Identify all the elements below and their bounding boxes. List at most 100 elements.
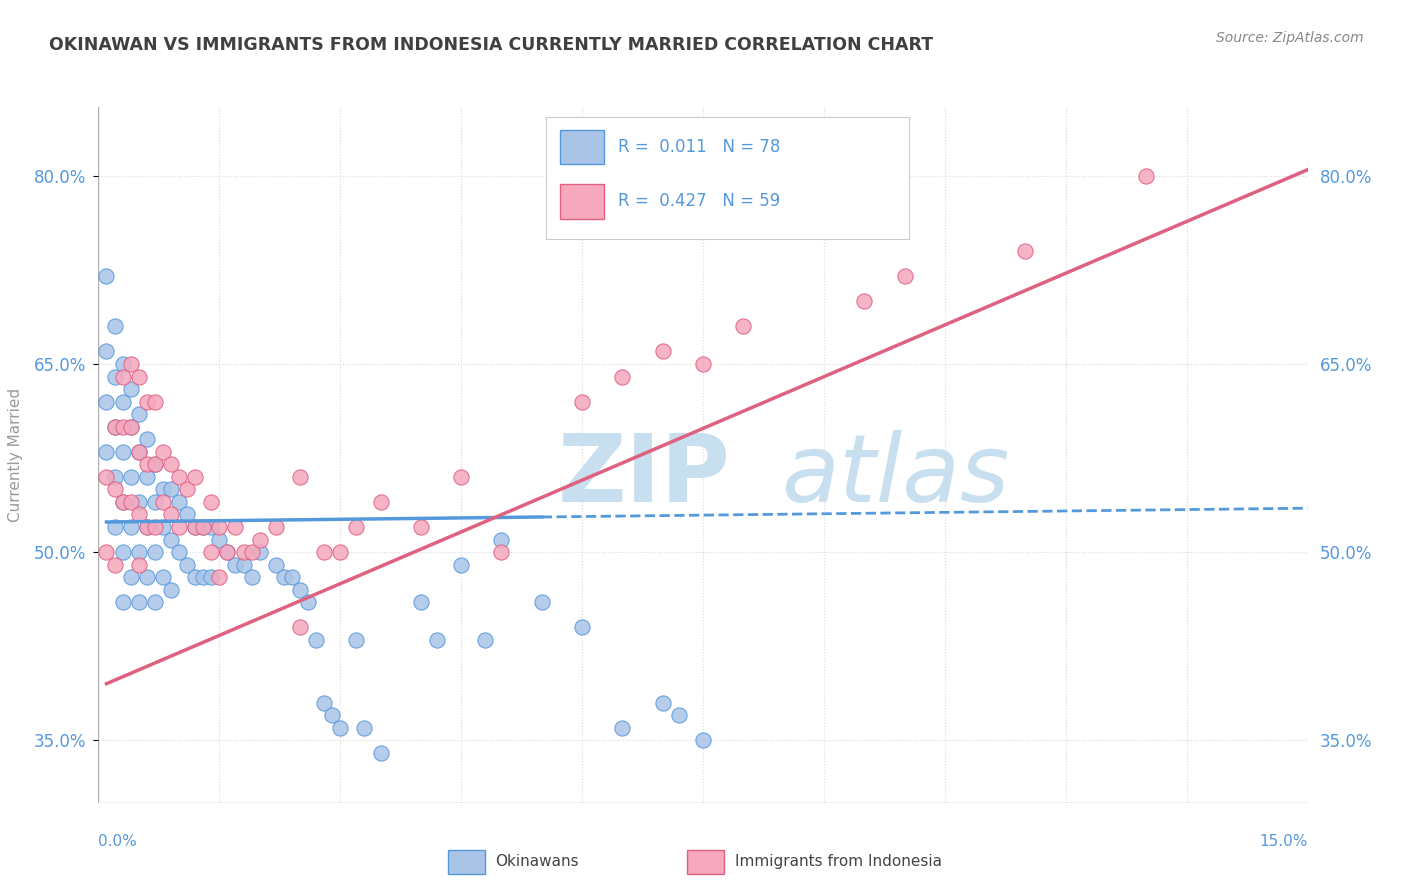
Point (249, 533, 271, 547)
Point (193, 570, 215, 584)
Point (450, 470, 472, 484)
Point (96, 444, 118, 458)
Point (152, 495, 174, 509)
Point (135, 458, 157, 472)
Point (111, 369, 134, 384)
Point (733, 319, 755, 334)
Point (208, 520, 231, 534)
Point (120, 470, 142, 484)
Point (111, 419, 134, 434)
Point (111, 444, 134, 458)
Point (152, 570, 174, 584)
Point (491, 545, 513, 559)
Point (103, 483, 125, 497)
Point (128, 545, 150, 559)
Point (232, 558, 254, 572)
Point (409, 595, 432, 609)
Point (143, 458, 166, 472)
Point (530, 595, 553, 609)
Point (893, 269, 915, 284)
Point (103, 520, 125, 534)
Point (193, 520, 215, 534)
Point (249, 545, 271, 559)
Point (200, 495, 222, 509)
Point (314, 696, 336, 710)
Point (135, 470, 157, 484)
Point (184, 570, 207, 584)
Text: atlas: atlas (782, 430, 1010, 521)
Point (128, 444, 150, 458)
Text: 0.0%: 0.0% (98, 834, 138, 849)
Point (120, 419, 142, 434)
Point (329, 721, 352, 735)
Y-axis label: Currently Married: Currently Married (8, 388, 22, 522)
Point (128, 407, 150, 421)
Point (612, 721, 634, 735)
Point (370, 495, 392, 509)
Point (353, 721, 375, 735)
Point (193, 520, 215, 534)
Point (184, 520, 207, 534)
Point (240, 570, 263, 584)
Point (103, 419, 125, 434)
Point (103, 369, 125, 384)
Point (135, 570, 157, 584)
Point (135, 520, 157, 534)
Point (111, 595, 134, 609)
Point (305, 632, 328, 647)
Point (651, 344, 673, 359)
Point (160, 533, 183, 547)
Point (288, 582, 311, 597)
Point (184, 520, 207, 534)
Point (321, 708, 343, 723)
Point (160, 458, 183, 472)
Point (450, 558, 472, 572)
Point (491, 533, 513, 547)
Point (200, 570, 222, 584)
Point (184, 470, 207, 484)
Point (167, 470, 190, 484)
Point (176, 508, 198, 522)
Point (167, 495, 190, 509)
Point (120, 570, 142, 584)
Point (329, 545, 352, 559)
Point (120, 357, 142, 371)
Text: ZIP: ZIP (558, 430, 731, 522)
Point (288, 620, 311, 634)
Point (96, 545, 118, 559)
Point (135, 394, 157, 409)
Point (120, 419, 142, 434)
Point (200, 545, 222, 559)
Point (120, 520, 142, 534)
Point (128, 369, 150, 384)
Point (103, 558, 125, 572)
Point (103, 470, 125, 484)
Point (474, 632, 496, 647)
Point (143, 394, 166, 409)
Point (143, 495, 166, 509)
Point (96, 394, 118, 409)
Point (167, 520, 190, 534)
Point (176, 558, 198, 572)
Point (128, 558, 150, 572)
Point (167, 545, 190, 559)
Point (273, 570, 295, 584)
Point (176, 483, 198, 497)
Point (96, 269, 118, 284)
Point (143, 458, 166, 472)
Point (96, 470, 118, 484)
Point (111, 495, 134, 509)
Point (152, 483, 174, 497)
Point (692, 733, 714, 747)
Point (651, 696, 673, 710)
Point (143, 545, 166, 559)
Point (128, 595, 150, 609)
Point (668, 708, 690, 723)
Point (135, 520, 157, 534)
Point (152, 520, 174, 534)
Point (111, 394, 134, 409)
Point (96, 344, 118, 359)
Point (692, 357, 714, 371)
Point (160, 582, 183, 597)
Point (409, 520, 432, 534)
